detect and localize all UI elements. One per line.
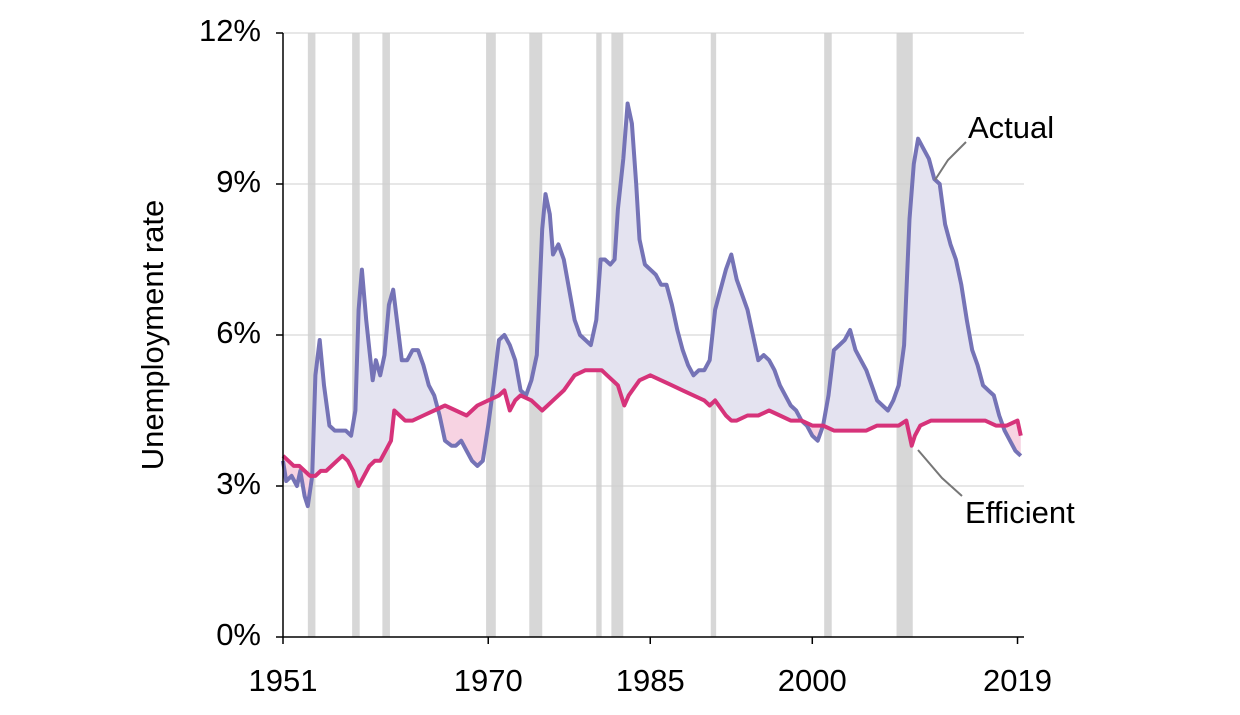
x-tick-label: 1985	[616, 663, 685, 698]
series-label: Actual	[968, 110, 1054, 145]
y-axis-label: Unemployment rate	[135, 200, 170, 471]
x-tick-label: 1970	[454, 663, 523, 698]
x-tick-label: 2000	[778, 663, 847, 698]
y-tick-label: 9%	[216, 164, 261, 199]
leader-line	[934, 141, 967, 181]
x-tick-label: 2019	[983, 663, 1052, 698]
y-tick-label: 6%	[216, 315, 261, 350]
series-line	[281, 101, 1023, 509]
series-line	[281, 368, 1023, 488]
leader-line	[917, 449, 963, 497]
series-label: Efficient	[965, 495, 1075, 530]
y-tick-label: 3%	[216, 466, 261, 501]
x-tick-label: 1951	[249, 663, 318, 698]
gap-fill-above	[283, 103, 1021, 486]
y-tick-label: 0%	[216, 617, 261, 652]
y-tick-label: 12%	[199, 13, 261, 48]
